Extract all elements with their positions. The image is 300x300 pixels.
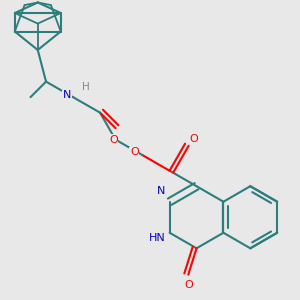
Text: O: O: [109, 135, 118, 145]
Text: O: O: [184, 280, 193, 290]
Text: H: H: [82, 82, 89, 92]
Text: N: N: [63, 90, 71, 100]
Text: O: O: [130, 147, 139, 157]
Text: N: N: [157, 186, 166, 197]
Text: HN: HN: [149, 233, 166, 243]
Text: O: O: [189, 134, 198, 143]
